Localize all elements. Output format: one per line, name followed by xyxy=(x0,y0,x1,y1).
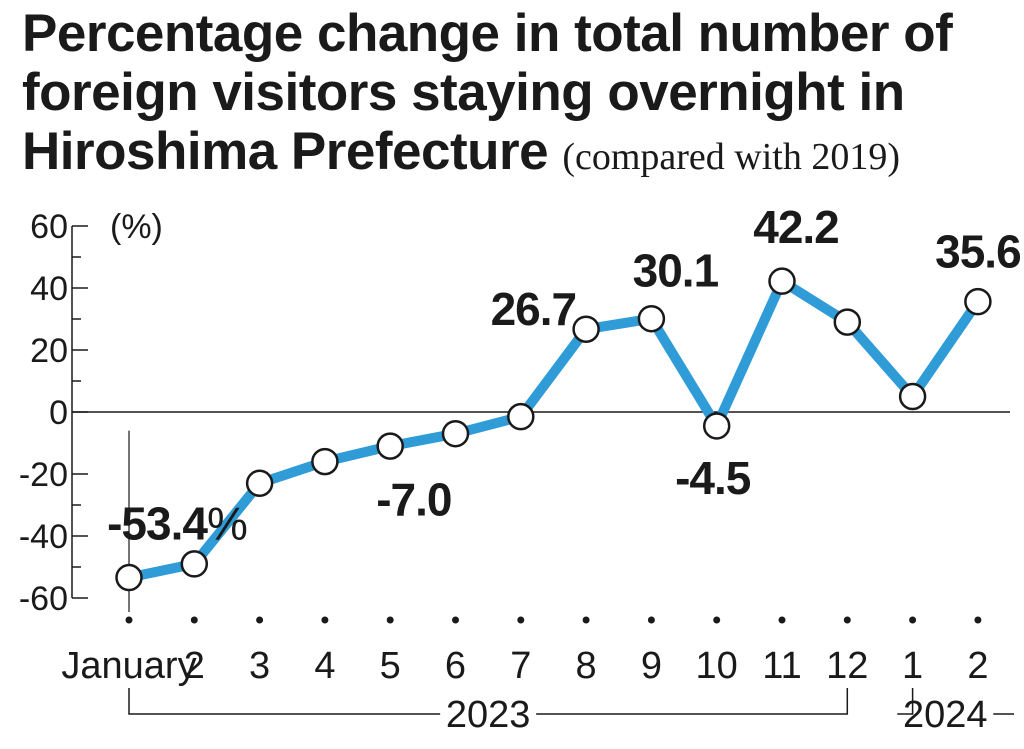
x-tick-label: 8 xyxy=(576,645,597,687)
x-tick-dot xyxy=(582,616,590,624)
data-label-unit: % xyxy=(207,498,247,550)
x-tick-label: 2 xyxy=(184,645,205,687)
x-tick-label: 6 xyxy=(445,645,466,687)
x-tick-dot xyxy=(647,616,655,624)
x-tick-label: 2 xyxy=(967,645,988,687)
data-point xyxy=(180,550,209,578)
x-tick-dot xyxy=(125,616,133,624)
x-tick-dot xyxy=(517,616,525,624)
data-point xyxy=(376,432,404,460)
data-label: 42.2 xyxy=(753,201,839,253)
y-tick-label: 20 xyxy=(30,332,68,370)
chart-title: Percentage change in total number of for… xyxy=(22,4,1022,187)
x-tick-label: 12 xyxy=(826,645,868,687)
y-tick-label: -60 xyxy=(19,580,68,618)
chart-title-main: Percentage change in total number of for… xyxy=(22,4,953,181)
chart-subtitle: (compared with 2019) xyxy=(562,136,901,178)
year-group-label: 2024 xyxy=(903,694,988,736)
x-tick-label: 11 xyxy=(762,645,801,687)
y-tick-label: 40 xyxy=(30,270,68,308)
data-label: 26.7 xyxy=(491,283,577,335)
data-point xyxy=(702,412,731,440)
y-unit-label: (%) xyxy=(110,208,163,246)
x-tick-dot xyxy=(778,616,786,624)
data-point xyxy=(441,419,470,448)
x-tick-label: 7 xyxy=(510,645,531,687)
x-tick-label: 10 xyxy=(696,645,738,687)
data-point xyxy=(964,287,992,316)
y-tick-label: -40 xyxy=(19,518,68,556)
x-tick-label: 1 xyxy=(902,645,923,687)
data-point xyxy=(637,304,666,333)
year-bracket-left xyxy=(897,688,914,715)
x-tick-label: 3 xyxy=(249,645,270,687)
x-tick-dot xyxy=(843,616,851,624)
x-tick-label: 4 xyxy=(314,645,335,687)
data-label: -53.4% xyxy=(107,498,247,550)
x-tick-dot xyxy=(713,616,721,624)
data-point xyxy=(507,402,535,431)
x-tick-dot xyxy=(190,616,198,624)
data-point xyxy=(115,563,143,592)
x-tick-label: 9 xyxy=(641,645,662,687)
y-tick-label: -20 xyxy=(19,456,68,494)
x-tick-label: January xyxy=(61,645,196,687)
data-point xyxy=(833,308,862,336)
data-label: -7.0 xyxy=(376,474,451,526)
x-tick-dot xyxy=(974,616,982,624)
data-label: 35.6 xyxy=(935,226,1021,278)
x-tick-label: 5 xyxy=(380,645,401,687)
data-label: 30.1 xyxy=(633,245,719,297)
data-point xyxy=(898,382,927,411)
x-tick-dot xyxy=(386,616,394,624)
year-bracket-right xyxy=(536,688,849,715)
data-point xyxy=(311,447,339,476)
x-tick-dot xyxy=(256,616,264,624)
x-tick-dot xyxy=(452,616,459,624)
x-tick-dot xyxy=(909,616,917,624)
x-tick-dot xyxy=(321,616,329,624)
data-point xyxy=(245,469,274,498)
data-point xyxy=(768,267,796,295)
data-point xyxy=(572,315,600,343)
y-tick-label: 60 xyxy=(30,208,68,246)
year-group-label: 2023 xyxy=(446,694,531,736)
year-bracket-left xyxy=(128,688,441,715)
data-label: -4.5 xyxy=(675,452,751,504)
y-tick-label: 0 xyxy=(49,394,68,432)
